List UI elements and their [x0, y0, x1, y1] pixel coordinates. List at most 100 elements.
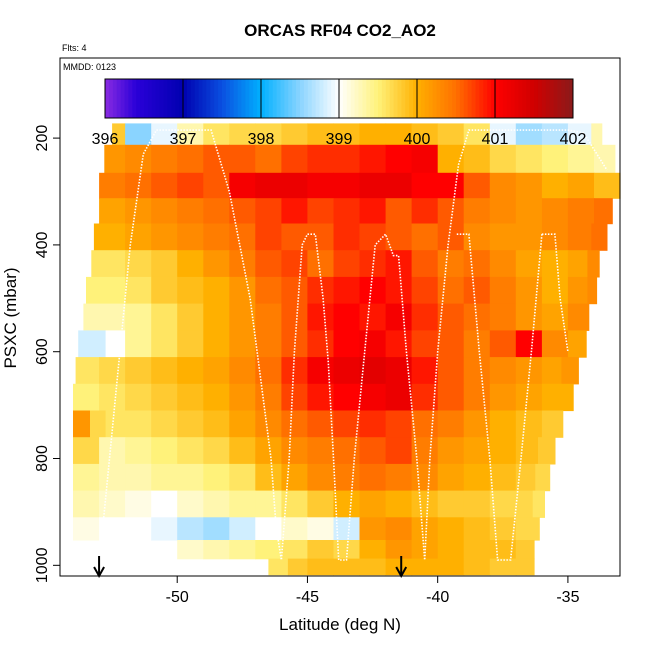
heatmap-cell [359, 490, 387, 518]
heatmap-cell [515, 172, 543, 199]
heatmap-cell [333, 540, 361, 560]
colorbar-swatch [561, 79, 566, 118]
heatmap-cell [203, 330, 230, 358]
heatmap-cell [255, 172, 282, 199]
heatmap-cells [73, 123, 621, 576]
y-tick-label: 400 [34, 231, 51, 258]
heatmap-cell [203, 172, 230, 199]
heatmap-cell [567, 123, 592, 146]
heatmap-cell [307, 144, 334, 174]
heatmap-cell [99, 490, 126, 518]
colorbar [104, 78, 574, 119]
colorbar-swatch [171, 79, 176, 118]
heatmap-cell [463, 198, 491, 225]
heatmap-cell [437, 517, 465, 541]
heatmap-cell [177, 223, 204, 251]
heatmap-cell [125, 410, 152, 438]
heatmap-cell [567, 276, 588, 305]
heatmap-cell [73, 517, 100, 541]
colorbar-swatch [339, 79, 344, 118]
flights-label: Flts: 4 [62, 43, 87, 53]
heatmap-cell [411, 198, 439, 225]
heatmap-cell [333, 517, 361, 541]
y-tick-label: 800 [34, 445, 51, 472]
heatmap-cell [411, 357, 439, 385]
heatmap-cell [463, 540, 491, 560]
colorbar-swatch [194, 79, 199, 118]
heatmap-cell [307, 437, 334, 465]
heatmap-cell [203, 250, 230, 278]
heatmap-cell [515, 223, 543, 251]
colorbar-swatch [459, 79, 465, 118]
colorbar-swatch [335, 79, 340, 118]
colorbar-swatch [495, 79, 500, 118]
heatmap-cell [359, 517, 387, 541]
colorbar-swatch [502, 79, 508, 118]
colorbar-swatch [397, 79, 402, 118]
heatmap-cell [437, 540, 465, 560]
heatmap-cell [463, 144, 491, 174]
heatmap-cell [73, 463, 100, 492]
heatmap-cell [229, 517, 256, 541]
heatmap-cell [125, 223, 152, 251]
colorbar-swatch [261, 79, 266, 118]
heatmap-cell [437, 383, 465, 412]
heatmap-cell [104, 144, 126, 174]
colorbar-swatch [518, 79, 523, 118]
heatmap-cell [151, 172, 178, 199]
heatmap-cell [437, 410, 465, 438]
heatmap-cell [567, 303, 590, 331]
colorbar-swatch [268, 79, 274, 118]
heatmap-cell [125, 303, 152, 331]
heatmap-cell [515, 383, 543, 412]
heatmap-cell [411, 123, 439, 146]
heatmap-cell [177, 490, 204, 518]
heatmap-cell [333, 558, 361, 576]
heatmap-cell [541, 144, 569, 174]
colorbar-swatch [136, 79, 141, 118]
heatmap-cell [125, 357, 152, 385]
heatmap-cell [125, 123, 152, 146]
heatmap-cell [307, 540, 334, 560]
heatmap-cell [333, 410, 361, 438]
colorbar-swatch [526, 79, 531, 118]
heatmap-cell [385, 410, 413, 438]
heatmap-cell [489, 357, 517, 385]
heatmap-cell [333, 123, 361, 146]
heatmap-cell [281, 172, 308, 199]
heatmap-cell [463, 330, 491, 358]
heatmap-cell [385, 383, 413, 412]
heatmap-cell [385, 303, 413, 331]
heatmap-cell [437, 172, 465, 199]
heatmap-cell [307, 172, 334, 199]
flight-track-segment [455, 233, 543, 561]
colorbar-swatch [210, 79, 215, 118]
heatmap-cell [99, 463, 126, 492]
heatmap-cell [489, 517, 517, 541]
heatmap-cell [307, 198, 334, 225]
colorbar-swatch [284, 79, 289, 118]
heatmap-cell [359, 558, 387, 576]
heatmap-cell [489, 410, 517, 438]
heatmap-cell [385, 490, 413, 518]
heatmap-cell [385, 223, 413, 251]
heatmap-cell [281, 144, 308, 174]
colorbar-swatch [444, 79, 449, 118]
colorbar-swatch [222, 79, 227, 118]
heatmap-cell [561, 357, 579, 385]
flight-track [98, 129, 608, 566]
heatmap-cell [359, 144, 387, 174]
heatmap-cell [515, 490, 534, 518]
heatmap-cell [203, 303, 230, 331]
colorbar-swatch [183, 79, 188, 118]
heatmap-cell [99, 517, 126, 541]
heatmap-cell [359, 198, 387, 225]
heatmap-cell [463, 463, 491, 492]
heatmap-cell [229, 357, 256, 385]
heatmap-cell [255, 250, 282, 278]
colorbar-swatch [569, 79, 574, 118]
heatmap-cell [515, 276, 543, 305]
colorbar-swatch [541, 79, 547, 118]
heatmap-cell [541, 357, 562, 385]
